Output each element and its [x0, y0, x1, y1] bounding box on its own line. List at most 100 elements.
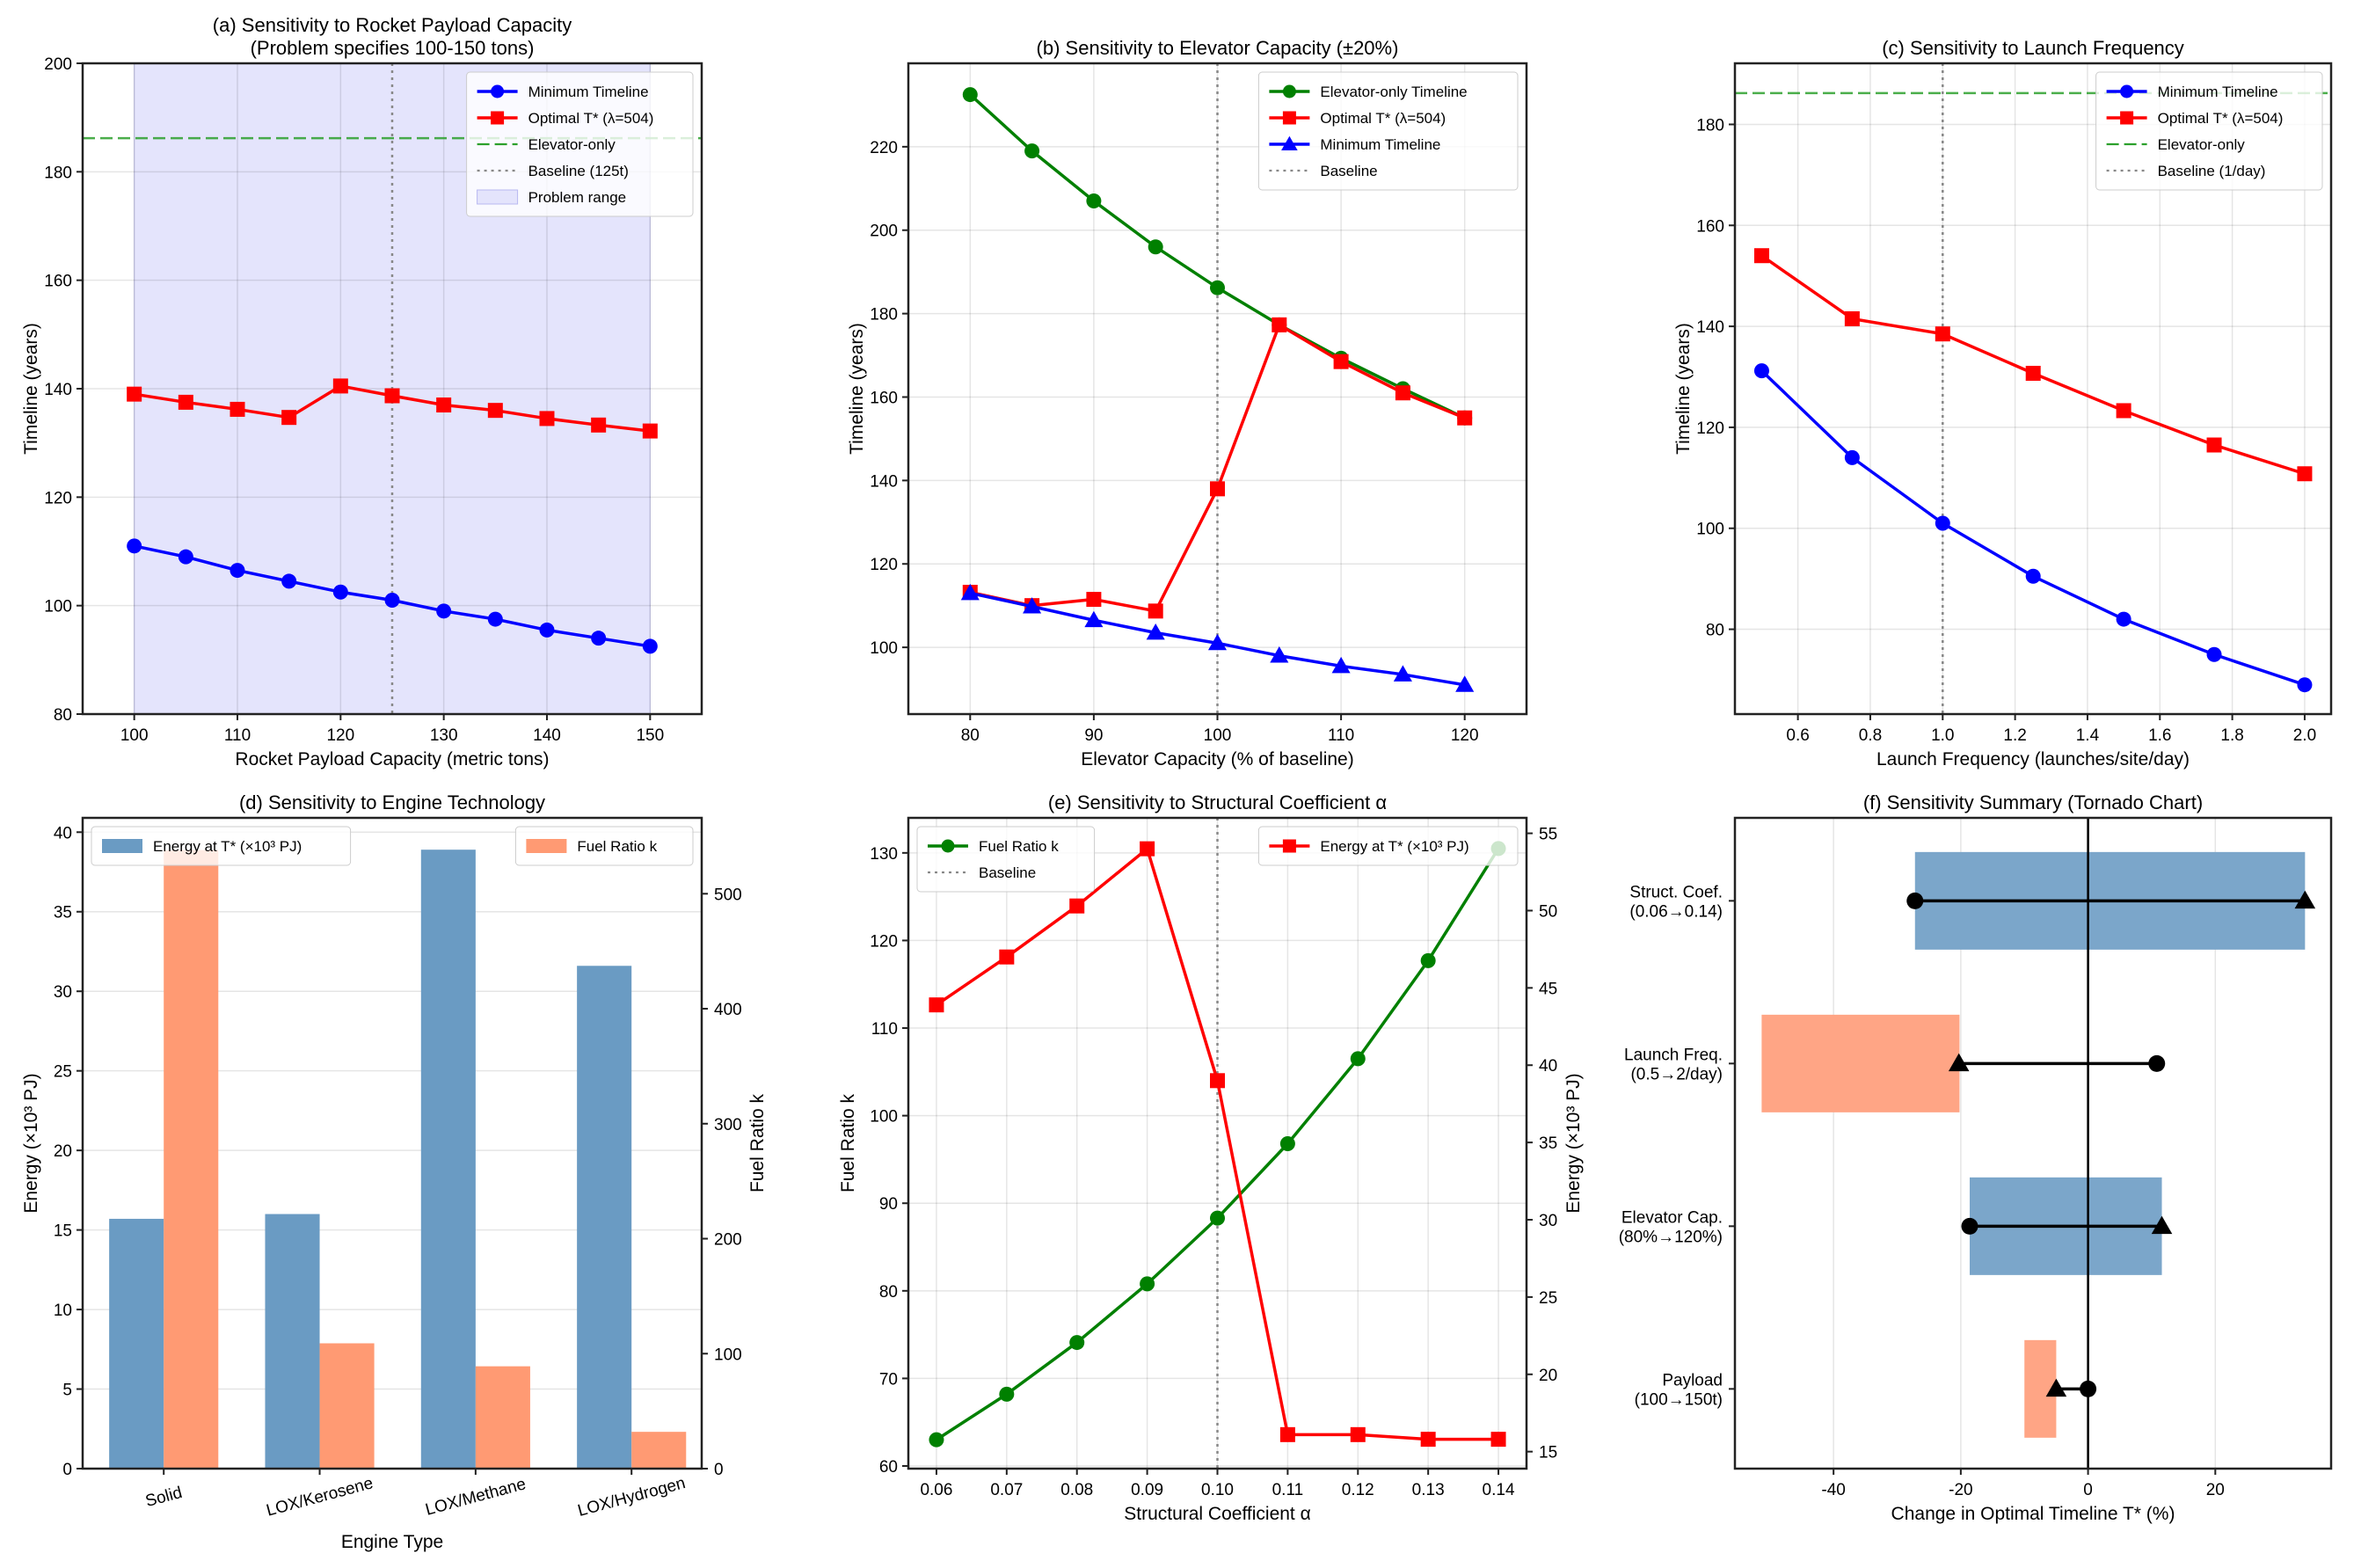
legend-frame [1257, 71, 1519, 191]
x-tick-label: Solid [143, 1484, 184, 1511]
y2-tick-label: 30 [1539, 1212, 1557, 1230]
y-tick-label: 160 [870, 389, 898, 407]
x-tick-label: 0.6 [1786, 726, 1809, 745]
data-point-square-icon [281, 410, 297, 426]
legend-entry: Energy at T* (×10³ PJ) [1269, 838, 1469, 855]
y-axis-label: Energy (×10³ PJ) [21, 1073, 41, 1213]
data-point-circle-icon [127, 538, 142, 554]
data-point-square-icon [1935, 326, 1950, 342]
legend-entry: Baseline (1/day) [2106, 163, 2265, 179]
data-point-square-icon [1333, 354, 1349, 369]
data-point-triangle-icon [1455, 675, 1475, 692]
legend-frame [2095, 71, 2323, 191]
data-point-square-icon [1350, 1426, 1366, 1442]
y-axis-label: Fuel Ratio k [838, 1093, 858, 1192]
x-tick-label: 120 [1451, 726, 1479, 745]
data-point-square-icon [384, 388, 400, 404]
legend: Minimum Timeline Optimal T* (λ=504) Elevat… [2095, 71, 2323, 191]
data-point-triangle-icon [1207, 633, 1228, 651]
series-line [1760, 254, 2306, 476]
y-tick-label: 120 [870, 556, 898, 574]
data-point-square-icon [1086, 592, 1102, 608]
data-point-circle-icon [539, 622, 555, 638]
data-point-circle-icon [2297, 677, 2313, 693]
data-point-square-icon [230, 401, 245, 417]
legend-swatch [477, 189, 519, 205]
legend-label: Energy at T* (×10³ PJ) [1320, 838, 1468, 855]
x-tick-label: 0.13 [1412, 1481, 1445, 1499]
y-tick-label: 140 [870, 472, 898, 491]
data-point-square-icon [1140, 841, 1155, 857]
legend-entry: Fuel Ratio k [526, 838, 658, 855]
data-point-square-icon [1420, 1432, 1436, 1448]
y-tick-label: 100 [1696, 521, 1724, 539]
legend-marker-square-icon [2120, 111, 2134, 125]
subplot-c: 0.6 0.8 1.0 1.2 1.4 1.6 1.8 2.0 80 100 120 140 160 18… [1673, 37, 2333, 769]
data-point-circle-icon [1210, 1210, 1225, 1226]
data-point-square-icon [539, 411, 555, 427]
subplot-title: (c) Sensitivity to Launch Frequency [1882, 37, 2184, 59]
bar-energy [109, 1218, 164, 1469]
data-point-circle-icon [1140, 1276, 1155, 1292]
subplot-f: -40 -20 0 20 Struct. Coef.(0.06→0.14) Launch … [1619, 791, 2333, 1524]
low-marker-circle-icon [1961, 1217, 1978, 1235]
y-tick-label: Payload [1662, 1371, 1723, 1389]
legend-marker-circle-icon [2120, 84, 2134, 98]
legend-entry: Problem range [477, 189, 626, 206]
subplot-a: 100 110 120 130 140 150 80 100 120 140 160 180 200 (a… [21, 14, 703, 769]
y-tick-label: Struct. Coef. [1629, 883, 1723, 901]
low-marker-circle-icon [1906, 892, 1924, 909]
data-point-circle-icon [436, 603, 452, 619]
x-tick-label: 0.07 [990, 1481, 1023, 1499]
legend-label: Baseline [979, 864, 1036, 881]
legend-entry: Minimum Timeline [1269, 135, 1440, 153]
x-tick-label: 100 [120, 726, 149, 745]
y-tick-label: 120 [870, 932, 898, 951]
data-point-triangle-icon [1331, 656, 1351, 674]
y-axis-label: Timeline (years) [21, 323, 41, 455]
legend-marker-square-icon [491, 111, 505, 125]
legend-marker-square-icon [1282, 111, 1296, 125]
subplot-d: Solid LOX/Kerosene LOX/Methane LOX/Hydrogen… [21, 791, 768, 1552]
x-tick-label: 110 [224, 726, 251, 745]
y-tick-label: 160 [1696, 217, 1724, 236]
legend-label: Optimal T* (λ=504) [1320, 110, 1446, 127]
x-tick-label: 2.0 [2293, 726, 2316, 745]
x-axis-label: Launch Frequency (launches/site/day) [1876, 749, 2190, 769]
y-tick-label: 130 [870, 845, 898, 864]
data-point-square-icon [642, 423, 658, 439]
data-point-square-icon [1272, 317, 1287, 332]
y-tick-label: (0.5→2/day) [1630, 1065, 1723, 1083]
x-tick-label: 130 [430, 726, 458, 745]
data-point-circle-icon [1210, 280, 1225, 295]
data-point-circle-icon [487, 611, 503, 627]
y-tick-label: 60 [879, 1458, 898, 1477]
legend-swatch [102, 839, 142, 853]
data-point-circle-icon [962, 87, 978, 103]
data-point-square-icon [127, 386, 142, 402]
data-point-triangle-icon [1393, 665, 1412, 682]
data-point-square-icon [1210, 481, 1225, 497]
x-tick-label: 0.10 [1201, 1481, 1234, 1499]
data-point-circle-icon [999, 1386, 1015, 1402]
x-tick-label: LOX/Hydrogen [576, 1474, 688, 1521]
y2-tick-label: 40 [1539, 1057, 1557, 1076]
y-tick-label: 200 [870, 222, 898, 241]
legend: Energy at T* (×10³ PJ) [91, 826, 352, 866]
high-marker-circle-icon [2080, 1380, 2097, 1397]
data-point-circle-icon [1844, 449, 1860, 465]
bar-fuel-ratio [631, 1432, 687, 1469]
legend-frame [91, 826, 352, 866]
legend-entry: Energy at T* (×10³ PJ) [102, 838, 302, 855]
data-point-circle-icon [1086, 193, 1102, 209]
legend-label: Optimal T* (λ=504) [2158, 110, 2284, 127]
y-tick-label: 120 [1696, 419, 1724, 438]
x-tick-label: 0.8 [1859, 726, 1882, 745]
legend-entry: Elevator-only Timeline [1269, 84, 1468, 100]
y2-tick-label: 15 [1539, 1444, 1557, 1462]
x-tick-label: 100 [1204, 726, 1232, 745]
data-point-square-icon [332, 378, 348, 394]
bar-energy [420, 850, 476, 1469]
axes-frame [81, 816, 703, 1470]
